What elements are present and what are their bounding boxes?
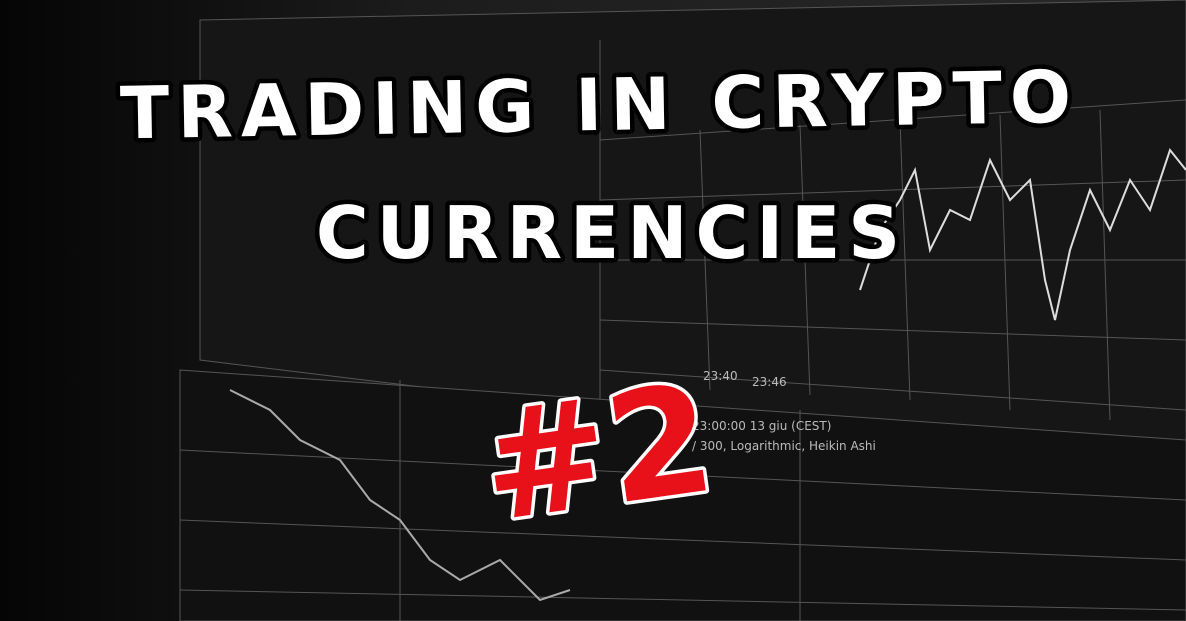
badge: #2 (472, 352, 724, 556)
title-line: CURRENCIES (316, 191, 908, 275)
screen-label: 23:46 (752, 375, 787, 389)
price-line (859, 147, 1186, 321)
screen-label: / 300, Logarithmic, Heikin Ashi (692, 439, 876, 453)
screen-grid (179, 0, 1186, 621)
candles-line (229, 389, 571, 602)
screen-label: 23:40 (703, 369, 738, 383)
screen-label: 23:00:00 13 giu (CEST) (692, 419, 831, 433)
title-line: TRADING IN CRYPTO (119, 55, 1079, 156)
